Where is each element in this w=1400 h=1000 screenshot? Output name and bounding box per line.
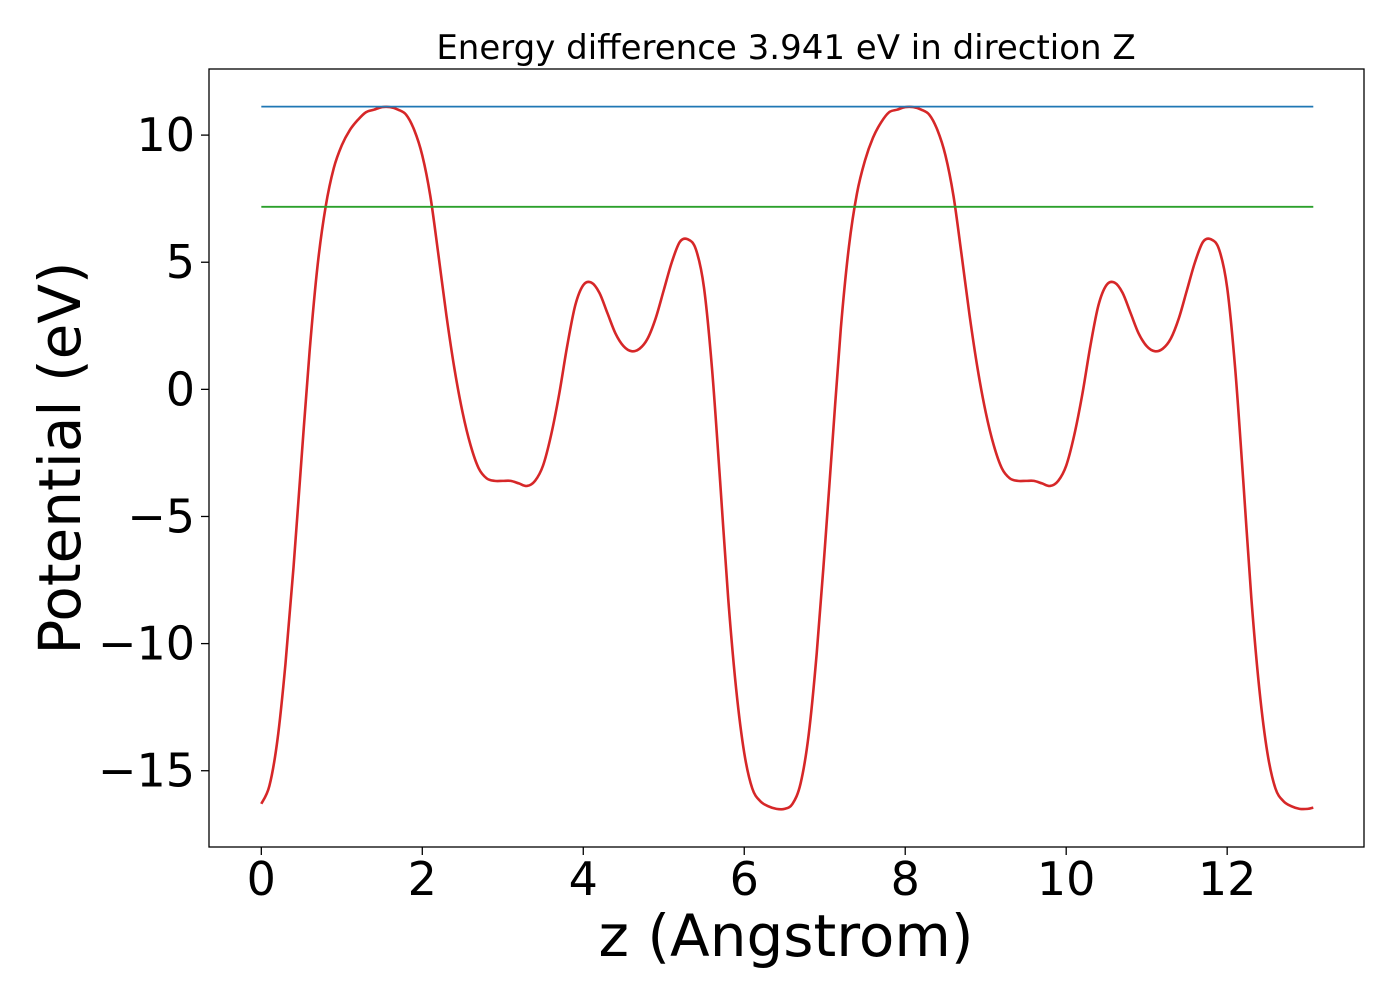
x-tick-label: 2: [408, 852, 437, 906]
x-tick-label: 4: [569, 852, 598, 906]
y-tick-label: −10: [98, 617, 195, 671]
y-tick-label: 10: [136, 108, 195, 162]
y-tick-label: −15: [98, 744, 195, 798]
plot-frame: [208, 68, 1365, 848]
x-tick-label: 6: [730, 852, 759, 906]
x-tick-label: 10: [1037, 852, 1096, 906]
x-tick-label: 0: [247, 852, 276, 906]
chart-title: Energy difference 3.941 eV in direction …: [436, 28, 1135, 68]
x-axis-label: z (Angstrom): [599, 902, 974, 970]
y-axis: 10 5 0 −5 −10 −15: [98, 108, 209, 798]
y-axis-label: Potential (eV): [26, 261, 94, 654]
y-tick-label: −5: [127, 489, 195, 543]
series-layer: [260, 105, 1314, 811]
x-axis: 0 2 4 6 8 10 12: [247, 847, 1257, 906]
x-tick-label: 8: [891, 852, 920, 906]
y-tick-label: 5: [166, 235, 195, 289]
x-tick-label: 12: [1198, 852, 1257, 906]
y-tick-label: 0: [166, 362, 195, 416]
potential-line: [260, 105, 1314, 811]
